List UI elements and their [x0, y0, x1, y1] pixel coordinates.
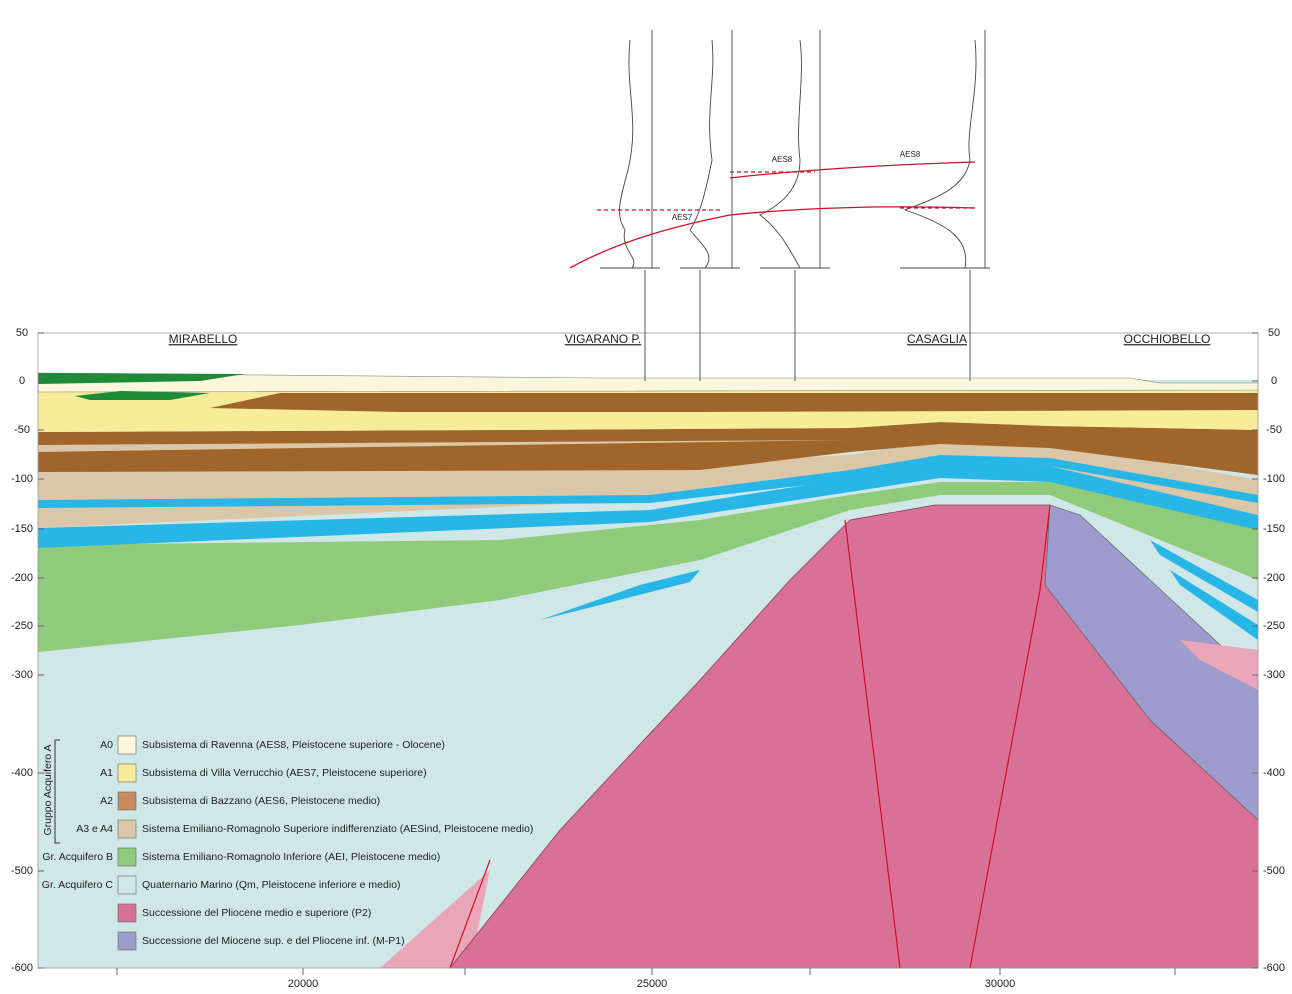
log-label: AES8: [772, 155, 793, 164]
legend-code: A3 e A4: [76, 823, 113, 835]
legend-code: A1: [100, 767, 113, 779]
x-tick-label: 30000: [985, 978, 1016, 990]
x-tick-label: 25000: [637, 978, 668, 990]
x-tick-label: 20000: [288, 978, 319, 990]
y-tick-label-right: -400: [1263, 767, 1285, 779]
y-tick-label-right: -150: [1263, 523, 1285, 535]
legend-text: Subsistema di Bazzano (AES6, Pleistocene…: [142, 795, 380, 807]
y-tick-label-left: 0: [19, 375, 25, 387]
legend-text: Successione del Pliocene medio e superio…: [142, 907, 371, 919]
legend-swatch: [118, 876, 136, 894]
legend-swatch: [118, 932, 136, 950]
y-tick-label-left: -50: [14, 424, 30, 436]
y-tick-label-right: -100: [1263, 473, 1285, 485]
legend-swatch: [118, 848, 136, 866]
location-label: CASAGLIA: [907, 332, 967, 346]
location-label: OCCHIOBELLO: [1124, 332, 1211, 346]
wells: [645, 270, 970, 381]
legend-swatch: [118, 820, 136, 838]
correlation-lines: [570, 162, 975, 268]
y-tick-label-left: -500: [11, 865, 33, 877]
y-tick-label-right: -50: [1266, 424, 1282, 436]
legend-swatch: [118, 792, 136, 810]
layer-aes6: [210, 393, 1258, 412]
legend-text: Subsistema di Villa Verrucchio (AES7, Pl…: [142, 767, 427, 779]
y-tick-label-right: -500: [1263, 865, 1285, 877]
legend-code: Gr. Acquifero B: [42, 851, 113, 863]
legend-code: A0: [100, 739, 113, 751]
y-tick-label-right: -250: [1263, 620, 1285, 632]
group-label: Gruppo Acquifero A: [42, 744, 54, 835]
legend-swatch: [118, 736, 136, 754]
y-tick-label-left: -200: [11, 572, 33, 584]
y-tick-label-right: -300: [1263, 669, 1285, 681]
y-tick-label-right: -600: [1263, 962, 1285, 974]
y-tick-label-left: -250: [11, 620, 33, 632]
y-tick-label-right: 0: [1271, 375, 1277, 387]
y-tick-label-right: 50: [1268, 327, 1280, 339]
y-tick-label-left: -150: [11, 523, 33, 535]
log-label: AES7: [672, 213, 693, 222]
location-label: VIGARANO P.: [565, 332, 641, 346]
legend-swatch: [118, 904, 136, 922]
legend-text: Sistema Emiliano-Romagnolo Inferiore (AE…: [142, 851, 440, 863]
legend-code: A2: [100, 795, 113, 807]
legend-code: Gr. Acquifero C: [42, 879, 114, 891]
log-label: AES8: [900, 150, 921, 159]
y-tick-label-left: -100: [11, 473, 33, 485]
y-tick-label-left: -600: [11, 962, 33, 974]
legend-text: Successione del Miocene sup. e del Plioc…: [142, 935, 405, 947]
legend-text: Subsistema di Ravenna (AES8, Pleistocene…: [142, 739, 445, 751]
y-tick-label-right: -200: [1263, 572, 1285, 584]
legend-text: Quaternario Marino (Qm, Pleistocene infe…: [142, 879, 401, 891]
legend-swatch: [118, 764, 136, 782]
legend-text: Sistema Emiliano-Romagnolo Superiore ind…: [142, 823, 533, 835]
y-tick-label-left: -400: [11, 767, 33, 779]
location-label: MIRABELLO: [169, 332, 238, 346]
y-tick-label-left: -300: [11, 669, 33, 681]
y-tick-label-left: 50: [16, 327, 28, 339]
geologic-section: Gruppo Acquifero A MIRABELLO VIGARANO P. C…: [0, 0, 1292, 994]
